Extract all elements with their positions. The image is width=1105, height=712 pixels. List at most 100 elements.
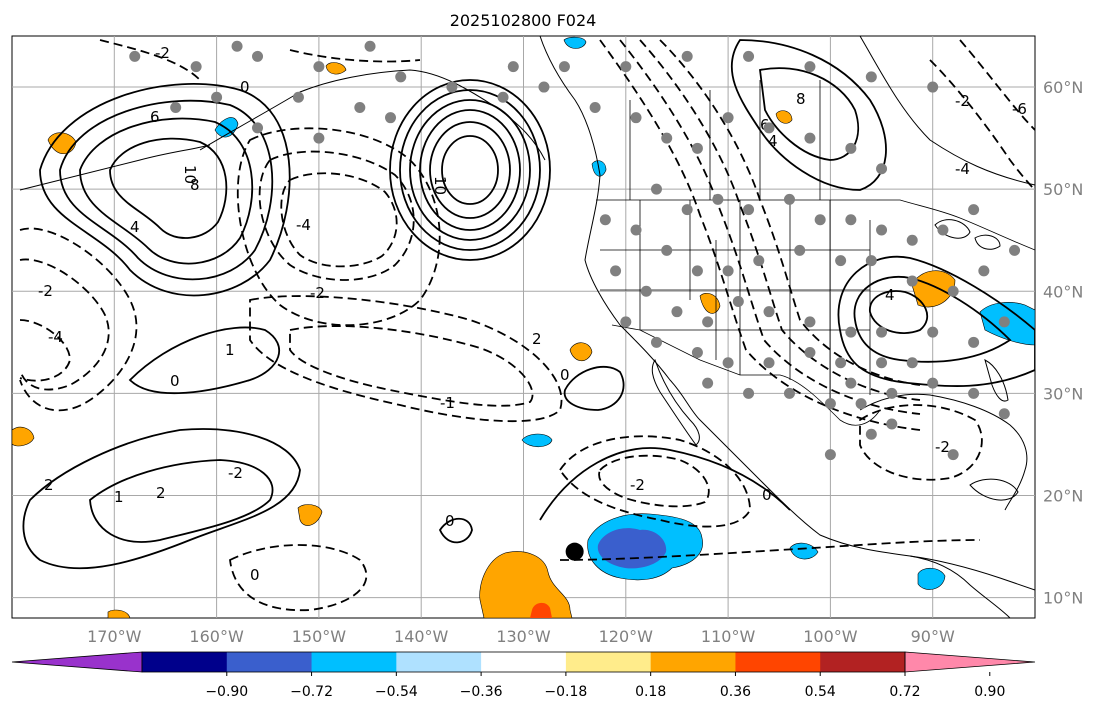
station-dot xyxy=(129,50,141,62)
station-dot xyxy=(650,183,662,195)
colorbar-outline xyxy=(141,651,906,673)
positive-contour xyxy=(869,290,929,334)
station-dots xyxy=(129,40,1021,461)
negative-contour xyxy=(559,539,981,561)
contour-labels: 10 10 8 6 4 0 -2 -4 -2 -1 2 0 0 -2 0 -2 … xyxy=(38,44,1027,584)
lon-tick-label: 150°W xyxy=(292,627,347,646)
latitude-labels: 10°N 20°N 30°N 40°N 50°N 60°N xyxy=(1043,78,1083,608)
contour-label: 0 xyxy=(445,512,455,530)
contour-label: 2 xyxy=(532,330,542,348)
station-dot xyxy=(671,306,683,318)
positive-anomaly-patch xyxy=(297,504,323,526)
positive-contour xyxy=(409,99,531,241)
station-dot xyxy=(906,234,918,246)
station-dot xyxy=(722,357,734,369)
negative-contour xyxy=(619,39,921,415)
station-dot xyxy=(722,112,734,124)
political-borders xyxy=(596,80,1035,426)
lon-tick-label: 110°W xyxy=(701,627,756,646)
station-dot xyxy=(835,357,847,369)
station-dot xyxy=(845,214,857,226)
station-dot xyxy=(650,336,662,348)
station-dot xyxy=(558,61,570,73)
zero-contour xyxy=(128,326,281,395)
station-dot xyxy=(763,122,775,134)
station-dot xyxy=(620,61,632,73)
station-dot xyxy=(783,387,795,399)
station-dot xyxy=(876,357,888,369)
negative-contour xyxy=(598,454,710,508)
station-dot xyxy=(998,316,1010,328)
station-dot xyxy=(354,101,366,113)
us-canada-border xyxy=(596,199,1035,251)
station-dot xyxy=(190,61,202,73)
station-dot xyxy=(732,295,744,307)
colorbar-tick-label: −0.36 xyxy=(460,684,503,700)
contour-label: 0 xyxy=(560,366,570,384)
contour-label: 4 xyxy=(885,286,895,304)
positive-contour xyxy=(39,83,291,297)
contour-label: -6 xyxy=(1012,100,1027,118)
negative-contour xyxy=(229,544,368,612)
contour-label: -2 xyxy=(935,438,950,456)
negative-anomaly-patch xyxy=(789,542,819,560)
positive-contour xyxy=(853,276,1012,363)
negative-contour xyxy=(558,435,751,528)
positive-contour xyxy=(109,137,228,239)
station-dot xyxy=(630,112,642,124)
negative-contour xyxy=(19,227,138,412)
station-dot xyxy=(876,163,888,175)
negative-contour xyxy=(19,258,110,391)
great-lakes xyxy=(974,234,1001,250)
station-dot xyxy=(681,50,693,62)
lon-tick-label: 160°W xyxy=(189,627,244,646)
station-dot xyxy=(824,449,836,461)
station-dot xyxy=(998,408,1010,420)
lon-tick-label: 120°W xyxy=(599,627,654,646)
station-dot xyxy=(865,255,877,267)
negative-contour xyxy=(929,59,1035,191)
negative-anomaly-patch xyxy=(521,433,553,448)
yucatan xyxy=(969,478,1019,501)
colorbar-segment xyxy=(226,652,313,672)
contour-label: 0 xyxy=(240,78,250,96)
station-dot xyxy=(691,265,703,277)
contour-label: 2 xyxy=(156,484,166,502)
station-dot xyxy=(783,193,795,205)
dashed-contours xyxy=(19,39,1035,612)
colorbar-tick-label: 0.72 xyxy=(889,684,920,700)
station-dot xyxy=(906,357,918,369)
station-dot xyxy=(231,40,243,52)
contour-label: 0 xyxy=(170,372,180,390)
station-dot xyxy=(794,244,806,256)
station-dot xyxy=(170,101,182,113)
colorbar-segment xyxy=(735,652,821,672)
station-dot xyxy=(753,255,765,267)
positive-contour xyxy=(22,428,301,570)
north-america-west-coast xyxy=(539,36,1035,591)
aleutian-chain xyxy=(19,144,211,191)
station-dot xyxy=(538,81,550,93)
contour-label: 8 xyxy=(796,90,806,108)
station-dot xyxy=(927,81,939,93)
contour-label: -2 xyxy=(310,284,325,302)
station-dot xyxy=(927,377,939,389)
station-dot xyxy=(385,112,397,124)
gulf-of-mexico-coast xyxy=(859,393,1028,511)
negative-contour xyxy=(249,295,563,423)
storm-position-marker xyxy=(565,542,584,561)
us-mexico-border xyxy=(611,324,881,426)
colorbar-tick-label: 0.90 xyxy=(974,684,1005,700)
contour-label: 0 xyxy=(250,566,260,584)
station-dot xyxy=(876,224,888,236)
station-dot xyxy=(886,387,898,399)
negative-contour xyxy=(959,39,1035,131)
contour-label: 0 xyxy=(762,486,772,504)
lat-tick-label: 50°N xyxy=(1043,180,1083,199)
negative-contour xyxy=(289,325,534,407)
negative-anomaly-patch xyxy=(563,36,587,49)
central-america xyxy=(909,555,1011,618)
positive-contour xyxy=(59,99,274,281)
negative-contour xyxy=(258,150,415,281)
